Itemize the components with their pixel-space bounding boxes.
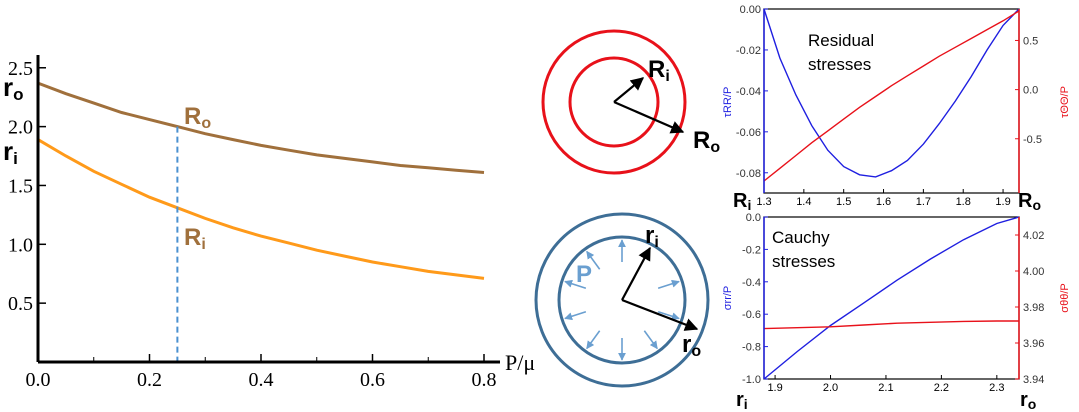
main-y-ticks: 0.5 1.0 1.5 2.0 2.5: [8, 58, 46, 315]
main-xtick-label: 0.6: [360, 369, 385, 391]
stress-series-right: [763, 320, 1019, 330]
cauchy-xaxis-ro: ro: [1020, 389, 1036, 412]
residual-stress-chart: 1.3 1.4 1.5 1.6 1.7 1.8 1.9 0.00 -0.02 -0.04 -0.06…: [722, 4, 1071, 213]
main-ytick-label: 1.0: [8, 234, 33, 256]
x-tick-label: 1.7: [916, 196, 931, 208]
main-chart: 0.0 0.2 0.4 0.6 0.8 0.5 1.0 1.5 2.0 2.5 P/μ ro r…: [3, 55, 535, 391]
outer-reference-circle: [541, 29, 687, 175]
residual-title-line2: stresses: [808, 55, 871, 74]
inner-deformed-circle: [557, 235, 687, 365]
left-tick-label: -0.06: [736, 127, 761, 139]
right-tick-label: 3.94: [1023, 374, 1044, 386]
inner-reference-circle: [568, 56, 660, 148]
residual-right-ylabel: τΘΘ/P: [1059, 86, 1071, 118]
stress-series-left: [763, 216, 1020, 380]
pressure-arrow: [657, 310, 680, 321]
right-tick-label: 4.00: [1023, 266, 1044, 278]
main-ri-label: ri: [3, 136, 18, 168]
main-xtick-label: 0.2: [137, 369, 162, 391]
Ro-arrow: [613, 100, 685, 134]
main-xtick-label: 0.8: [472, 369, 497, 391]
main-x-ticks: 0.0 0.2 0.4 0.6 0.8: [26, 354, 497, 391]
left-tick-label: -1.0: [742, 374, 761, 386]
left-tick-label: -0.02: [736, 45, 761, 57]
pressure-arrow: [564, 310, 587, 321]
cauchy-ticks: 1.9 2.0 2.1 2.2 2.3 0.0 -0.2 -0.4 -0.6 -0.8 -1.0 4.…: [742, 212, 1044, 394]
ro-arrow: [621, 298, 699, 331]
main-ro-label: ro: [3, 72, 24, 104]
left-tick-label: -0.04: [736, 86, 761, 98]
x-tick-label: 1.3: [756, 196, 771, 208]
cauchy-xaxis-ri: ri: [736, 389, 748, 412]
x-tick-label: 1.6: [876, 196, 891, 208]
cauchy-right-ylabel: σθθ/P: [1059, 283, 1071, 312]
main-series-Ri: [37, 138, 485, 280]
main-ytick-label: 2.5: [8, 58, 33, 80]
left-tick-label: -0.8: [742, 342, 761, 354]
diagram-ro-label: ro: [682, 331, 701, 360]
cauchy-plot: [763, 216, 1020, 380]
main-x-label: P/μ: [505, 350, 535, 375]
deformed-config-diagram: P ri ro: [534, 212, 710, 388]
x-tick-label: 1.4: [796, 196, 811, 208]
residual-left-ylabel: τRR/P: [722, 87, 734, 118]
residual-xaxis-Ri: Ri: [733, 190, 751, 213]
cauchy-stress-chart: 1.9 2.0 2.1 2.2 2.3 0.0 -0.2 -0.4 -0.6 -0.8 -1.0 4.…: [722, 212, 1071, 412]
main-ytick-label: 1.5: [8, 175, 33, 197]
reference-config-diagram: Ri Ro: [541, 29, 720, 175]
residual-title-line1: Residual: [808, 31, 874, 50]
x-tick-label: 1.9: [767, 382, 782, 394]
main-chart-plot: [37, 81, 485, 362]
right-tick-label: 4.02: [1023, 230, 1044, 242]
residual-xaxis-Ro: Ro: [1018, 190, 1041, 213]
x-tick-label: 1.5: [836, 196, 851, 208]
residual-plot: [763, 8, 1020, 182]
right-tick-label: -0.5: [1023, 134, 1042, 146]
left-tick-label: 0.0: [746, 212, 761, 224]
pressure-arrow: [586, 330, 601, 350]
left-tick-label: -0.6: [742, 309, 761, 321]
pressure-arrow: [586, 250, 601, 270]
left-tick-label: -0.2: [742, 244, 761, 256]
right-tick-label: 0.5: [1023, 35, 1038, 47]
pressure-arrows: [564, 239, 680, 361]
stress-series-right: [763, 10, 1020, 182]
x-tick-label: 1.8: [956, 196, 971, 208]
residual-frame: [763, 8, 1020, 194]
right-tick-label: 0.0: [1023, 85, 1038, 97]
diagram-Ro-label: Ro: [693, 127, 720, 156]
diagram-Ri-label: Ri: [648, 56, 670, 85]
main-series-Ro: [37, 81, 485, 174]
x-tick-label: 2.1: [878, 382, 893, 394]
diagram-ri-label: ri: [645, 222, 659, 251]
main-ytick-label: 2.0: [8, 117, 33, 139]
x-tick-label: 1.9: [995, 196, 1010, 208]
pressure-arrow: [657, 279, 680, 290]
cauchy-title-line2: stresses: [772, 252, 835, 271]
left-tick-label: 0.00: [740, 4, 761, 16]
ri-arrow: [621, 246, 651, 301]
curve-label-Ro: Ro: [184, 103, 211, 132]
cauchy-title-line1: Cauchy: [772, 228, 830, 247]
residual-ticks: 1.3 1.4 1.5 1.6 1.7 1.8 1.9 0.00 -0.02 -0.04 -0.06…: [736, 4, 1042, 208]
x-tick-label: 2.0: [823, 382, 838, 394]
outer-deformed-circle: [534, 212, 710, 388]
x-tick-label: 2.3: [989, 382, 1004, 394]
right-tick-label: 3.96: [1023, 338, 1044, 350]
pressure-label: P: [576, 261, 592, 288]
cauchy-left-ylabel: σrr/P: [722, 286, 734, 311]
main-ytick-label: 0.5: [8, 293, 33, 315]
Ri-arrow: [613, 77, 645, 103]
pressure-arrow: [643, 330, 658, 350]
x-tick-label: 2.2: [934, 382, 949, 394]
left-tick-label: -0.4: [742, 277, 761, 289]
left-tick-label: -0.08: [736, 168, 761, 180]
stress-series-left: [763, 8, 1020, 178]
pressure-arrow: [564, 279, 587, 290]
right-tick-label: 3.98: [1023, 302, 1044, 314]
main-xtick-label: 0.0: [26, 369, 51, 391]
main-xtick-label: 0.4: [249, 369, 274, 391]
curve-label-Ri: Ri: [184, 224, 206, 253]
